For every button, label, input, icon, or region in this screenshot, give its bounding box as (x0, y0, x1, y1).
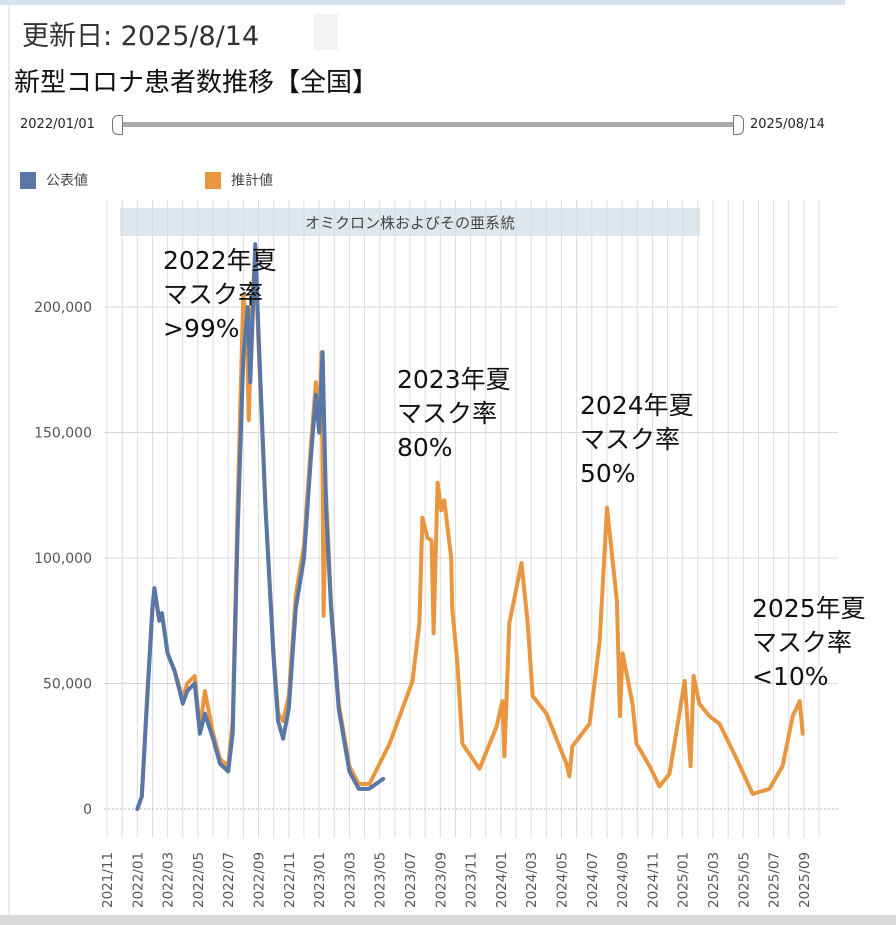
x-tick-label: 2025/01 (676, 852, 692, 908)
x-tick-label: 2022/09 (252, 852, 268, 908)
x-tick-label: 2024/07 (585, 852, 601, 908)
annotation-line: 2025年夏 (752, 594, 866, 623)
range-slider-track[interactable] (120, 122, 736, 127)
annotation-2025: 2025年夏 マスク率 <10% (752, 592, 866, 694)
chart-title: 新型コロナ患者数推移【全国】 (14, 68, 379, 98)
x-tick-label: 2021/11 (100, 852, 116, 908)
legend-label: 公表値 (46, 173, 88, 189)
legend-swatch (20, 171, 36, 189)
x-tick-label: 2023/07 (403, 852, 419, 908)
x-tick-label: 2024/09 (615, 852, 631, 908)
y-tick-label: 200,000 (34, 300, 92, 316)
annotation-line: >99% (163, 314, 240, 343)
x-tick-label: 2025/07 (767, 852, 783, 908)
legend-swatch (205, 171, 221, 189)
x-tick-label: 2025/09 (797, 852, 813, 908)
x-tick-label: 2023/09 (433, 852, 449, 908)
x-tick-label: 2022/03 (161, 852, 177, 908)
y-tick-label: 0 (83, 802, 92, 818)
annotation-line: 50% (580, 459, 636, 488)
legend-item-official[interactable]: 公表値 (20, 170, 88, 190)
annotation-2024: 2024年夏 マスク率 50% (580, 389, 694, 491)
annotation-line: マスク率 (397, 399, 498, 428)
annotation-2023: 2023年夏 マスク率 80% (397, 363, 511, 465)
y-tick-label: 150,000 (34, 426, 92, 442)
updated-date: 更新日: 2025/8/14 (22, 21, 260, 52)
x-tick-label: 2025/05 (736, 852, 752, 908)
annotation-line: <10% (752, 662, 829, 691)
legend-label: 推計値 (231, 173, 273, 189)
annotation-line: 2023年夏 (397, 365, 511, 394)
annotation-line: 80% (397, 433, 453, 462)
bottom-border (0, 915, 896, 925)
top-border (0, 0, 845, 5)
x-tick-label: 2022/01 (130, 852, 146, 908)
x-tick-label: 2023/03 (342, 852, 358, 908)
series-line-official (135, 242, 386, 811)
x-tick-label: 2025/03 (706, 852, 722, 908)
annotation-line: 2022年夏 (163, 246, 277, 275)
annotation-line: マスク率 (752, 628, 853, 657)
x-tick-label: 2023/01 (312, 852, 328, 908)
annotation-line: マスク率 (580, 425, 681, 454)
x-tick-label: 2024/03 (524, 852, 540, 908)
x-tick-label: 2022/05 (191, 852, 207, 908)
range-end-handle[interactable] (733, 115, 744, 135)
y-tick-label: 100,000 (34, 551, 92, 567)
range-end-label: 2025/08/14 (750, 117, 825, 132)
x-tick-label: 2022/11 (282, 852, 298, 908)
x-tick-label: 2024/01 (494, 852, 510, 908)
y-tick-label: 50,000 (43, 677, 92, 693)
x-tick-label: 2024/11 (645, 852, 661, 908)
x-tick-label: 2024/05 (555, 852, 571, 908)
series-line-estimate (135, 249, 805, 811)
annotation-2022: 2022年夏 マスク率 >99% (163, 244, 277, 346)
annotation-line: マスク率 (163, 280, 264, 309)
range-start-label: 2022/01/01 (20, 117, 95, 132)
annotation-line: 2024年夏 (580, 391, 694, 420)
x-tick-label: 2023/11 (464, 852, 480, 908)
legend-item-estimate[interactable]: 推計値 (205, 170, 273, 190)
range-start-handle[interactable] (112, 115, 123, 135)
x-tick-label: 2023/05 (373, 852, 389, 908)
left-border (8, 5, 10, 925)
placeholder-box (314, 14, 338, 50)
x-tick-label: 2022/07 (221, 852, 237, 908)
